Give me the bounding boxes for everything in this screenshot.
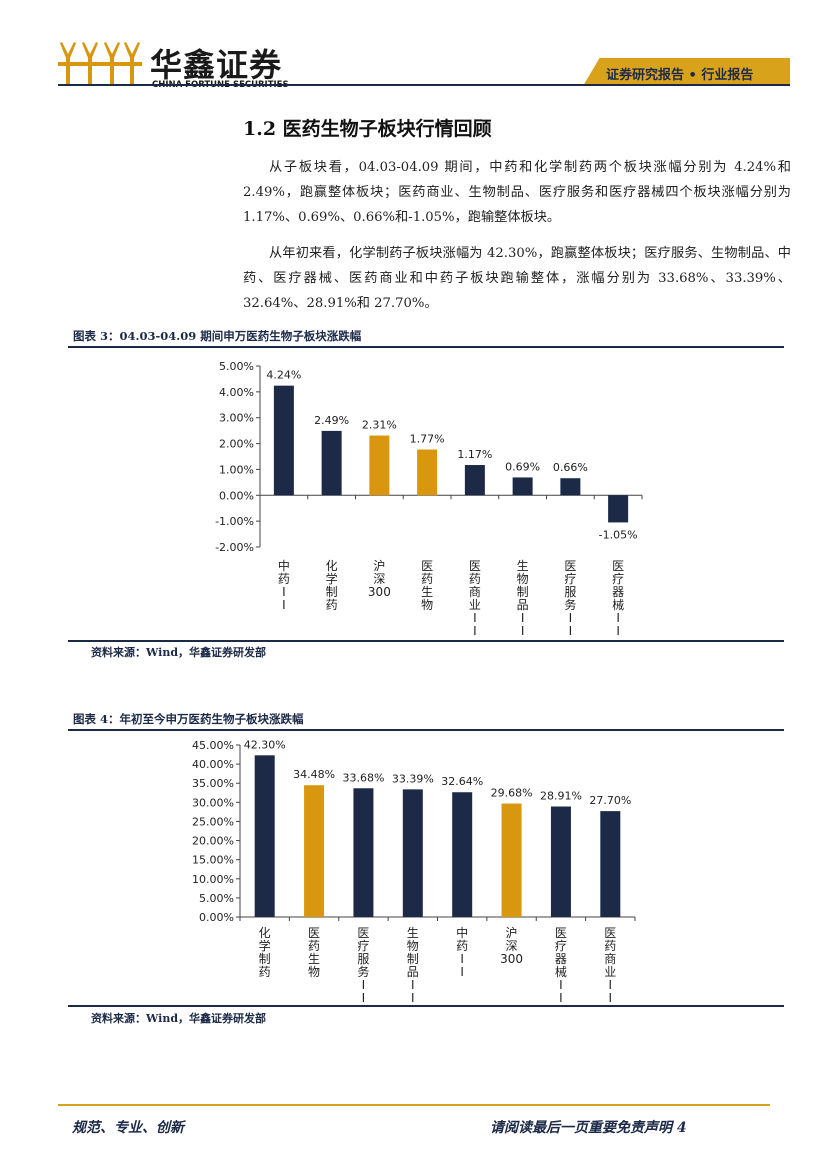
footer-disclaimer-page: 请阅读最后一页重要免责声明 4: [490, 1120, 687, 1136]
y-tick-label: 0.00%: [199, 911, 234, 924]
figure-4-bottom-rule: [68, 1005, 784, 1007]
category-label: 生物制品 I I: [407, 926, 419, 1002]
y-tick-label: 5.00%: [199, 892, 234, 905]
data-label: 28.91%: [540, 789, 582, 802]
figure-4-title: 图表 4：年初至今申万医药生物子板块涨跌幅: [73, 712, 304, 726]
category-label: 医疗器械 I I: [612, 559, 624, 635]
data-label: 33.39%: [392, 772, 434, 785]
data-label: 32.64%: [441, 775, 483, 788]
y-tick-label: 1.00%: [219, 463, 254, 476]
y-tick-label: 10.00%: [192, 873, 234, 886]
bar: [321, 430, 342, 496]
category-label: 医药商业 I I: [604, 926, 616, 1002]
data-label: 27.70%: [589, 794, 631, 807]
figure-4-top-rule: [68, 729, 784, 731]
y-tick-label: 4.00%: [219, 386, 254, 399]
data-label: 1.17%: [457, 448, 492, 461]
bar: [501, 803, 522, 917]
figure-4-source: 资料来源：Wind，华鑫证券研发部: [91, 1012, 267, 1025]
category-label: 沪深 300: [368, 559, 391, 599]
category-label: 化学制药: [259, 926, 271, 979]
category-label: 中药 I I: [456, 925, 468, 979]
bar: [402, 789, 423, 917]
y-tick-label: -2.00%: [215, 541, 254, 554]
data-label: 33.68%: [342, 771, 384, 784]
data-label: 42.30%: [244, 738, 286, 751]
y-tick-label: 3.00%: [219, 412, 254, 425]
bar: [600, 811, 621, 917]
bar: [560, 478, 581, 496]
paragraph-weekly: 从子板块看，04.03-04.09 期间，中药和化学制药两个板块涨幅分别为 4.…: [243, 160, 791, 225]
y-tick-label: 15.00%: [192, 854, 234, 867]
y-tick-label: -1.00%: [215, 515, 254, 528]
bar: [452, 792, 473, 917]
category-label: 医药商业 I I: [469, 559, 481, 635]
bar: [369, 435, 390, 496]
footer-slogan: 规范、专业、创新: [72, 1120, 184, 1136]
data-label: 2.31%: [362, 419, 397, 432]
data-label: 1.77%: [410, 433, 445, 446]
section-title: 1.2 医药生物子板块行情回顾: [243, 118, 492, 140]
category-label: 中药 I I: [278, 558, 290, 612]
paragraph-ytd: 从年初来看，化学制药子板块涨幅为 42.30%，跑赢整体板块；医疗服务、生物制品…: [243, 246, 791, 311]
data-label: 34.48%: [293, 768, 335, 781]
bar: [254, 755, 275, 917]
category-label: 医疗服务 I I: [357, 926, 369, 1002]
category-label: 医疗服务 I I: [564, 559, 576, 635]
y-tick-label: 40.00%: [192, 758, 234, 771]
ytd-change-chart: 45.00% 40.00% 35.00% 30.00% 25.00% 20.00% 15.0…: [192, 738, 636, 1002]
y-tick-label: 25.00%: [192, 815, 234, 828]
data-label: -1.05%: [599, 528, 638, 541]
bar: [353, 788, 374, 917]
company-name-cn: 华鑫证券: [150, 46, 283, 84]
y-tick-label: 20.00%: [192, 835, 234, 848]
data-label: 29.68%: [491, 787, 533, 800]
data-label: 0.69%: [505, 460, 540, 473]
bar: [417, 449, 438, 496]
data-label: 0.66%: [553, 461, 588, 474]
figure-3-source: 资料来源：Wind，华鑫证券研发部: [91, 646, 267, 659]
bar: [550, 806, 571, 917]
category-label: 医药生物: [308, 926, 320, 979]
y-tick-label: 35.00%: [192, 777, 234, 790]
data-label: 2.49%: [314, 414, 349, 427]
figure-3-title: 图表 3：04.03-04.09 期间申万医药生物子板块涨跌幅: [73, 329, 362, 343]
bar: [304, 785, 325, 917]
figure-3-top-rule: [68, 346, 784, 348]
company-logo-icon: [58, 42, 142, 86]
category-label: 化学制药: [326, 559, 338, 612]
category-label: 沪深 300: [500, 926, 523, 966]
y-tick-label: 30.00%: [192, 796, 234, 809]
bar: [608, 495, 629, 523]
y-tick-label: 0.00%: [219, 489, 254, 502]
weekly-change-chart: 5.00% 4.00% 3.00% 2.00% 1.00% 0.00% -1.00% -2.0…: [215, 360, 643, 635]
category-label: 生物制品 I I: [517, 559, 529, 635]
bar: [512, 477, 533, 496]
category-label: 医药生物: [421, 559, 433, 612]
bar: [273, 385, 294, 496]
report-tag-banner: [583, 58, 790, 86]
y-tick-label: 2.00%: [219, 438, 254, 451]
data-label: 4.24%: [266, 369, 301, 382]
report-tag-text: 证券研究报告 • 行业报告: [606, 68, 754, 83]
header-divider: [58, 84, 790, 86]
y-tick-label: 5.00%: [219, 360, 254, 373]
y-tick-label: 45.00%: [192, 739, 234, 752]
footer-divider: [58, 1104, 770, 1106]
bar: [464, 465, 485, 496]
figure-3-bottom-rule: [68, 640, 784, 642]
category-label: 医疗器械 I I: [555, 926, 567, 1002]
